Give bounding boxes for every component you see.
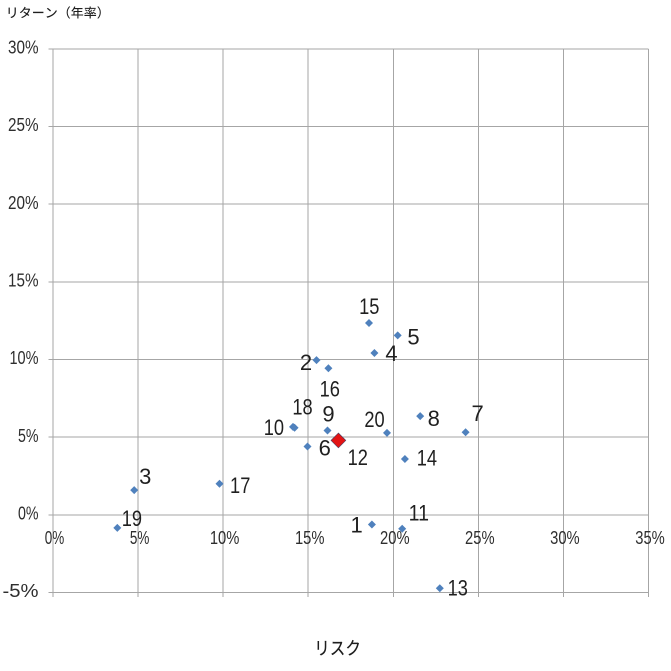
svg-text:7: 7 [471, 401, 483, 426]
svg-text:19: 19 [122, 506, 142, 531]
svg-text:9: 9 [322, 401, 334, 426]
svg-text:-5%: -5% [3, 581, 39, 601]
svg-text:15%: 15% [295, 528, 325, 548]
svg-text:0%: 0% [18, 504, 39, 524]
svg-text:16: 16 [320, 376, 340, 401]
svg-text:6: 6 [319, 436, 331, 461]
svg-text:1: 1 [350, 513, 362, 538]
svg-text:30%: 30% [550, 528, 580, 548]
svg-text:11: 11 [409, 501, 429, 526]
svg-text:8: 8 [428, 406, 440, 431]
svg-text:2: 2 [300, 350, 312, 375]
svg-text:10%: 10% [10, 348, 39, 368]
svg-text:5: 5 [407, 325, 419, 350]
svg-text:15%: 15% [8, 271, 39, 291]
svg-text:35%: 35% [635, 528, 665, 548]
svg-text:25%: 25% [465, 528, 495, 548]
svg-text:5%: 5% [18, 426, 39, 446]
svg-text:5%: 5% [130, 528, 150, 548]
svg-text:15: 15 [359, 294, 379, 319]
svg-text:10%: 10% [210, 528, 240, 548]
svg-text:25%: 25% [8, 115, 39, 135]
svg-text:10: 10 [264, 415, 284, 440]
svg-text:20: 20 [364, 407, 384, 432]
svg-text:0%: 0% [45, 528, 65, 548]
svg-text:17: 17 [230, 473, 250, 498]
svg-text:3: 3 [139, 464, 151, 489]
svg-text:13: 13 [448, 576, 468, 601]
svg-text:12: 12 [348, 445, 368, 470]
svg-text:14: 14 [417, 446, 437, 471]
svg-text:18: 18 [292, 395, 312, 420]
svg-text:30%: 30% [8, 38, 39, 58]
svg-text:20%: 20% [380, 528, 410, 548]
svg-text:4: 4 [385, 341, 397, 366]
svg-text:20%: 20% [8, 193, 39, 213]
